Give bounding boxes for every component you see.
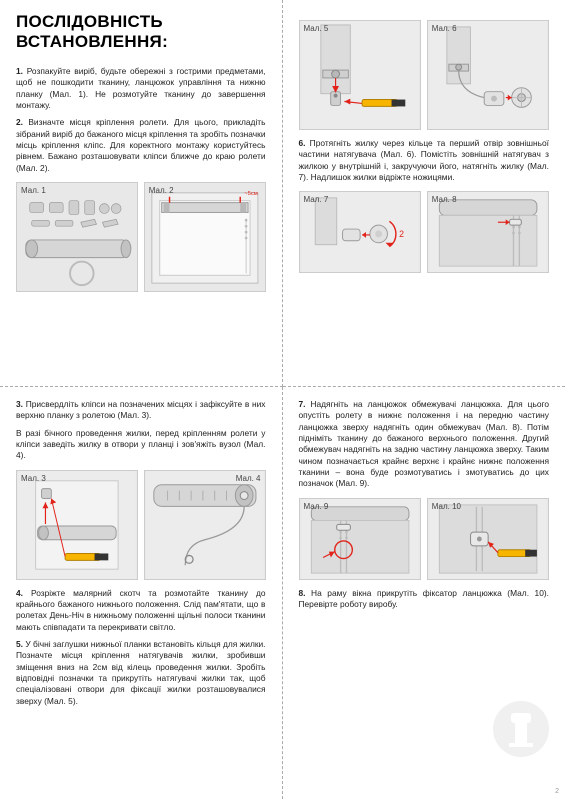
figure-9-illustration xyxy=(300,499,420,579)
figure-10: Мал. 10 xyxy=(427,498,549,580)
figure-1: Мал. 1 xyxy=(16,182,138,292)
figure-3-label: Мал. 3 xyxy=(21,474,46,483)
figure-9-label: Мал. 9 xyxy=(304,502,329,511)
figure-8-label: Мал. 8 xyxy=(432,195,457,204)
step-7: 7. Надягніть на ланцюжок обмежувачі ланц… xyxy=(299,399,550,490)
step-8: 8. На раму вікна прикрутіть фіксатор лан… xyxy=(299,588,550,611)
quadrant-top-left: ПОСЛІДОВНІСТЬ ВСТАНОВЛЕННЯ: 1. Розпакуйт… xyxy=(0,0,283,387)
step-1: 1. Розпакуйте виріб, будьте обережні з г… xyxy=(16,66,266,111)
figure-3-illustration xyxy=(17,471,137,579)
step-5: 5. У бічні заглушки нижньої планки встан… xyxy=(16,639,266,707)
figure-2-label: Мал. 2 xyxy=(149,186,174,195)
figure-10-label: Мал. 10 xyxy=(432,502,461,511)
figure-7: Мал. 7 2 xyxy=(299,191,421,273)
figure-5-illustration xyxy=(300,21,420,129)
quadrant-top-right: Мал. 5 Мал. 6 xyxy=(283,0,565,387)
figure-7-illustration: 2 xyxy=(300,192,420,272)
figure-2-illustration: ~5см xyxy=(145,183,265,291)
figure-8: Мал. 8 xyxy=(427,191,549,273)
figure-5-label: Мал. 5 xyxy=(304,24,329,33)
figure-1-label: Мал. 1 xyxy=(21,186,46,195)
quadrant-bottom-left: 3. Присвердліть кліпси на позначених міс… xyxy=(0,387,283,799)
step-3: 3. Присвердліть кліпси на позначених міс… xyxy=(16,399,266,422)
page-title: ПОСЛІДОВНІСТЬ ВСТАНОВЛЕННЯ: xyxy=(16,12,266,52)
figure-row-7-8: Мал. 7 2 Мал. 8 xyxy=(299,191,550,273)
figure-6-label: Мал. 6 xyxy=(432,24,457,33)
figure-row-5-6: Мал. 5 Мал. 6 xyxy=(299,20,550,130)
figure-10-illustration xyxy=(428,499,548,579)
figure-7-label: Мал. 7 xyxy=(304,195,329,204)
step-4: 4. Розріжте малярний скотч та розмотайте… xyxy=(16,588,266,633)
figure-8-illustration xyxy=(428,192,548,272)
figure-row-3-4: Мал. 3 Мал. 4 xyxy=(16,470,266,580)
quadrant-bottom-right: 7. Надягніть на ланцюжок обмежувачі ланц… xyxy=(283,387,565,799)
page-number: 2 xyxy=(555,788,559,795)
figure-row-9-10: Мал. 9 Мал. 10 xyxy=(299,498,550,580)
svg-text:2: 2 xyxy=(399,229,404,239)
figure-4: Мал. 4 xyxy=(144,470,266,580)
figure-4-illustration xyxy=(145,471,265,579)
figure-row-1-2: Мал. 1 xyxy=(16,182,266,292)
figure-4-label: Мал. 4 xyxy=(236,474,261,483)
step-6: 6. Протягніть жилку через кільце та перш… xyxy=(299,138,550,183)
figure-1-illustration xyxy=(17,183,137,291)
figure-6: Мал. 6 xyxy=(427,20,549,130)
figure-6-illustration xyxy=(428,21,548,129)
watermark-icon xyxy=(491,699,551,759)
figure-5: Мал. 5 xyxy=(299,20,421,130)
svg-text:~5см: ~5см xyxy=(244,191,258,197)
figure-3: Мал. 3 xyxy=(16,470,138,580)
figure-9: Мал. 9 xyxy=(299,498,421,580)
step-3-note: В разі бічного проведення жилки, перед к… xyxy=(16,428,266,462)
step-2: 2. Визначте місця кріплення ролети. Для … xyxy=(16,117,266,174)
figure-2: Мал. 2 ~5см xyxy=(144,182,266,292)
